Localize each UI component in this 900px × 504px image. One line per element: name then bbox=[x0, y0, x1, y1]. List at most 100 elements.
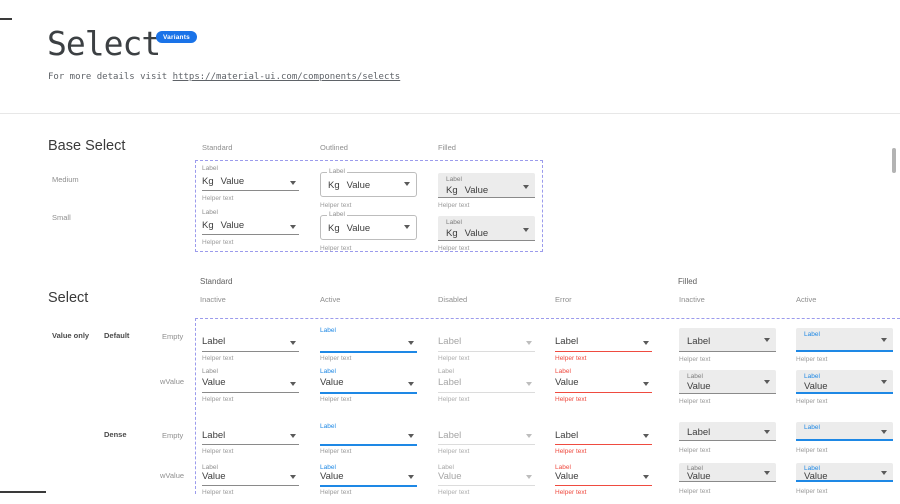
arrow-drop-down-icon bbox=[404, 225, 410, 229]
select-label: Label bbox=[804, 373, 820, 380]
arrow-drop-down-icon bbox=[643, 475, 649, 479]
select-standard-error-wvalue[interactable]: Label Value Helper text bbox=[555, 368, 652, 408]
select-underline bbox=[202, 444, 299, 445]
base-select-outlined-medium[interactable]: Label KgValue Helper text bbox=[320, 168, 417, 208]
arrow-drop-down-icon bbox=[290, 225, 296, 229]
select-label: Label bbox=[804, 424, 820, 431]
helper-text: Helper text bbox=[438, 489, 469, 496]
helper-text: Helper text bbox=[438, 355, 469, 362]
row-header-small: Small bbox=[52, 213, 71, 222]
value-text: Value bbox=[347, 223, 371, 234]
row-header-default-empty: Empty bbox=[162, 332, 183, 341]
frame-edge-mark-bottom bbox=[0, 491, 46, 493]
select-value: Value bbox=[202, 471, 226, 482]
col-header-filled-active: Active bbox=[796, 295, 816, 304]
helper-text: Helper text bbox=[679, 356, 710, 363]
arrow-drop-down-icon bbox=[764, 338, 770, 342]
row-header-default: Default bbox=[104, 331, 129, 340]
col-header-filled: Filled bbox=[438, 143, 456, 152]
row-header-value-only: Value only bbox=[52, 331, 89, 340]
helper-text: Helper text bbox=[320, 448, 351, 455]
select-standard-inactive-empty-dense[interactable]: Label Helper text bbox=[202, 423, 299, 463]
helper-text: Helper text bbox=[555, 448, 586, 455]
select-label: Label bbox=[327, 168, 347, 175]
select-standard-error-wvalue-dense[interactable]: Label Value Helper text bbox=[555, 464, 652, 504]
arrow-drop-down-icon bbox=[523, 185, 529, 189]
select-value: KgValue bbox=[202, 220, 244, 231]
select-underline bbox=[202, 392, 299, 393]
select-label: Label bbox=[320, 368, 336, 375]
helper-text: Helper text bbox=[320, 489, 351, 496]
select-label: Label bbox=[320, 423, 336, 430]
select-standard-inactive-wvalue-dense[interactable]: Label Value Helper text bbox=[202, 464, 299, 504]
arrow-drop-down-icon bbox=[404, 182, 410, 186]
arrow-drop-down-icon bbox=[523, 228, 529, 232]
select-standard-error-empty-dense[interactable]: Label Helper text bbox=[555, 423, 652, 463]
select-value: KgValue bbox=[328, 223, 370, 234]
arrow-drop-down-icon bbox=[643, 341, 649, 345]
helper-text: Helper text bbox=[202, 195, 233, 202]
arrow-drop-down-icon bbox=[290, 181, 296, 185]
select-value: Label bbox=[202, 336, 225, 347]
select-underline bbox=[438, 485, 535, 486]
select-underline bbox=[202, 351, 299, 352]
base-select-standard-medium[interactable]: Label KgValue Helper text bbox=[202, 165, 299, 205]
col-header-active: Active bbox=[320, 295, 340, 304]
select-label: Label bbox=[438, 464, 454, 471]
group-header-filled: Filled bbox=[678, 277, 697, 286]
col-header-standard: Standard bbox=[202, 143, 232, 152]
select-value: Label bbox=[438, 377, 461, 388]
adornment: Kg bbox=[446, 228, 458, 239]
arrow-drop-down-icon bbox=[881, 430, 887, 434]
select-value: Label bbox=[438, 430, 461, 441]
docs-link[interactable]: https://material-ui.com/components/selec… bbox=[173, 72, 401, 82]
value-text: Value bbox=[465, 185, 489, 196]
select-standard-error-empty[interactable]: Label Helper text bbox=[555, 327, 652, 367]
select-value: Value bbox=[687, 471, 711, 482]
select-label: Label bbox=[202, 368, 218, 375]
arrow-drop-down-icon bbox=[764, 430, 770, 434]
arrow-drop-down-icon bbox=[881, 471, 887, 475]
arrow-drop-down-icon bbox=[290, 434, 296, 438]
select-value: Label bbox=[555, 336, 578, 347]
select-value: Value bbox=[555, 377, 579, 388]
helper-text: Helper text bbox=[796, 356, 827, 363]
select-value: Label bbox=[438, 336, 461, 347]
select-value: Label bbox=[202, 430, 225, 441]
select-underline bbox=[555, 485, 652, 486]
select-underline bbox=[555, 392, 652, 393]
value-text: Value bbox=[465, 228, 489, 239]
vertical-scrollbar-thumb[interactable] bbox=[892, 148, 896, 173]
helper-text: Helper text bbox=[679, 398, 710, 405]
select-value: Value bbox=[804, 381, 828, 392]
select-standard-inactive-wvalue[interactable]: Label Value Helper text bbox=[202, 368, 299, 408]
arrow-drop-down-icon bbox=[643, 382, 649, 386]
base-select-standard-small[interactable]: Label KgValue Helper text bbox=[202, 209, 299, 249]
select-standard-active-empty-dense[interactable]: Label Helper text bbox=[320, 423, 417, 463]
intro-prefix: For more details visit bbox=[48, 72, 167, 82]
select-underline bbox=[202, 234, 299, 235]
select-standard-active-empty[interactable]: Label Helper text bbox=[320, 327, 417, 367]
select-label: Label bbox=[446, 176, 462, 183]
select-standard-active-wvalue-dense[interactable]: Label Value Helper text bbox=[320, 464, 417, 504]
select-label: Label bbox=[202, 464, 218, 471]
select-value: KgValue bbox=[446, 185, 488, 196]
arrow-drop-down-icon bbox=[290, 382, 296, 386]
helper-text: Helper text bbox=[202, 396, 233, 403]
select-underline bbox=[320, 485, 417, 487]
select-standard-inactive-empty[interactable]: Label Helper text bbox=[202, 327, 299, 367]
adornment: Kg bbox=[202, 220, 214, 231]
select-standard-disabled-wvalue-dense: Label Value Helper text bbox=[438, 464, 535, 504]
arrow-drop-down-icon bbox=[764, 471, 770, 475]
helper-text: Helper text bbox=[555, 355, 586, 362]
select-underline bbox=[555, 444, 652, 445]
select-value: Kg Value bbox=[446, 228, 488, 239]
select-value: KgValue bbox=[202, 176, 244, 187]
arrow-drop-down-icon bbox=[526, 382, 532, 386]
base-select-outlined-small[interactable]: Label KgValue Helper text bbox=[320, 211, 417, 251]
helper-text: Helper text bbox=[438, 202, 469, 209]
col-header-outlined: Outlined bbox=[320, 143, 348, 152]
select-underline bbox=[202, 485, 299, 486]
select-standard-active-wvalue[interactable]: Label Value Helper text bbox=[320, 368, 417, 408]
select-label: Label bbox=[202, 165, 218, 172]
